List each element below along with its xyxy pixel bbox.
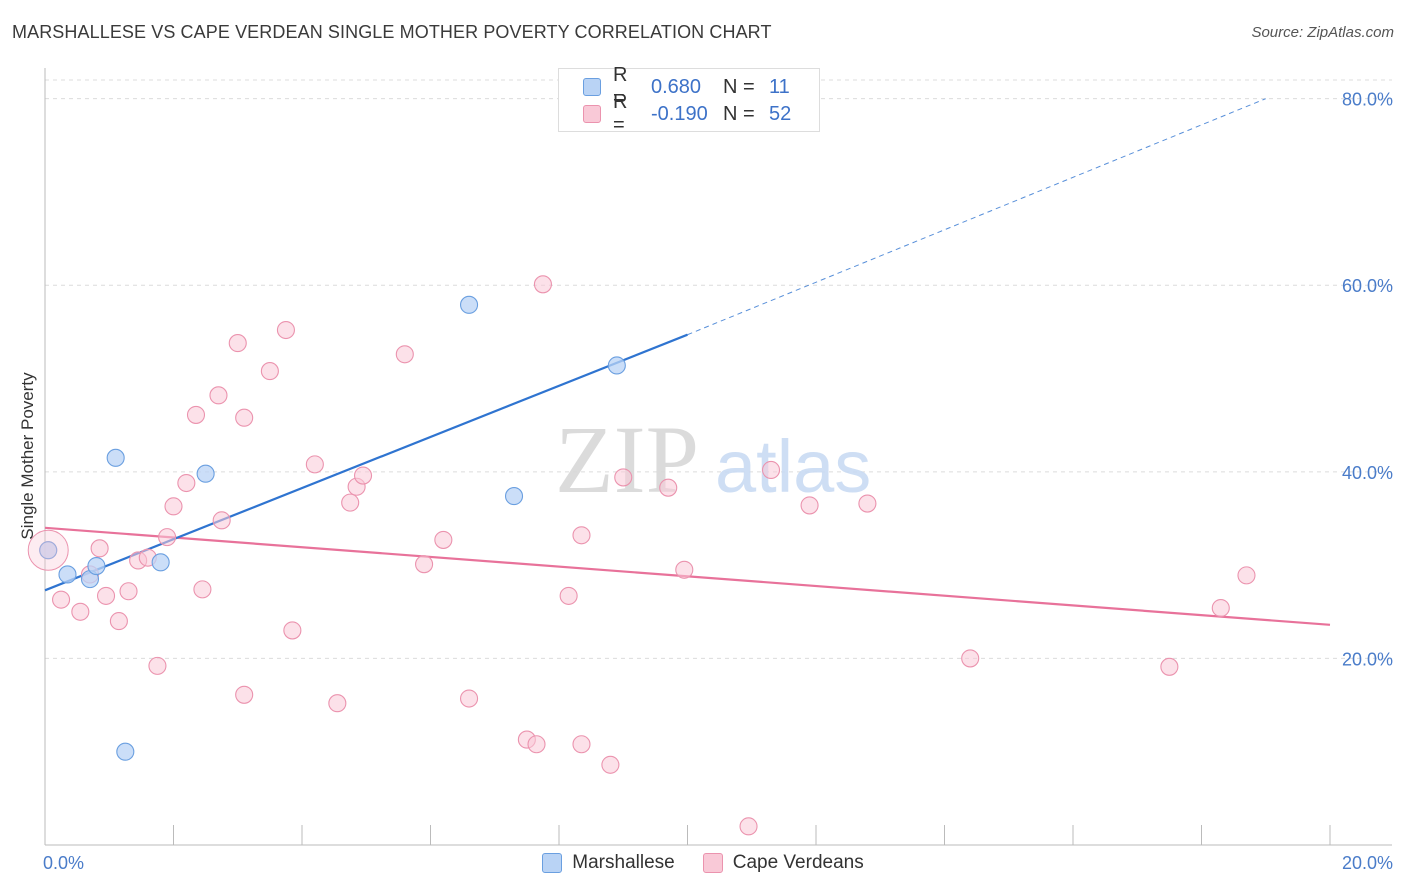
point-cape-verdeans [328, 694, 347, 713]
y-tick-label: 20.0% [1342, 649, 1393, 669]
grid-lines [45, 79, 1392, 659]
point-cape-verdeans [961, 649, 980, 668]
point-cape-verdeans [186, 405, 206, 424]
point-cape-verdeans [177, 473, 196, 493]
point-cape-verdeans [459, 689, 479, 708]
point-cape-verdeans [572, 735, 591, 754]
point-cape-verdeans [193, 580, 212, 599]
legend-swatch-marshallese [583, 78, 601, 96]
point-cape-verdeans [527, 735, 546, 754]
point-cape-verdeans [164, 497, 183, 516]
y-tick-label: 60.0% [1342, 276, 1393, 296]
correlation-legend: R = 0.680 N = 11 R = -0.190 N = 52 [558, 64, 820, 136]
y-tick-label: 40.0% [1342, 463, 1393, 483]
legend-swatch-cape-verdeans [583, 105, 601, 123]
point-marshallese [87, 557, 106, 576]
point-cape-verdeans [353, 466, 373, 485]
data-points [27, 275, 1256, 836]
point-cape-verdeans-highlight [27, 529, 69, 571]
legend-item-marshallese[interactable]: Marshallese [542, 852, 675, 874]
legend-r-value: -0.190 [651, 102, 708, 125]
point-marshallese [58, 565, 77, 584]
point-cape-verdeans [119, 582, 138, 601]
point-cape-verdeans [533, 275, 552, 294]
point-cape-verdeans [228, 334, 247, 353]
point-marshallese [459, 295, 479, 314]
point-cape-verdeans [395, 345, 414, 364]
legend-n-label: N = [723, 102, 755, 125]
point-cape-verdeans [659, 478, 678, 497]
point-cape-verdeans [276, 320, 295, 340]
point-cape-verdeans [1211, 598, 1230, 618]
x-tick-label-min: 0.0% [43, 853, 84, 873]
point-marshallese [607, 356, 626, 375]
point-cape-verdeans [148, 656, 167, 675]
point-cape-verdeans [858, 494, 877, 513]
point-cape-verdeans [305, 455, 324, 474]
point-marshallese [116, 742, 135, 761]
legend-item-cape-verdeans[interactable]: Cape Verdeans [702, 852, 864, 874]
point-marshallese [106, 448, 125, 467]
point-cape-verdeans [235, 408, 254, 427]
point-cape-verdeans [761, 460, 781, 480]
watermark-zip: ZIP [555, 406, 699, 513]
chart-title: MARSHALLESE VS CAPE VERDEAN SINGLE MOTHE… [12, 22, 772, 42]
legend-label-marshallese: Marshallese [572, 852, 675, 873]
point-cape-verdeans [415, 555, 434, 574]
watermark: ZIP atlas [555, 406, 871, 513]
point-cape-verdeans [260, 362, 279, 381]
point-cape-verdeans [434, 530, 453, 549]
legend-row-cape-verdeans: R = -0.190 N = 52 [583, 91, 792, 136]
point-cape-verdeans [96, 586, 116, 605]
point-cape-verdeans [1237, 566, 1256, 585]
trend-lines [44, 98, 1331, 626]
point-cape-verdeans [212, 511, 231, 530]
y-axis-title: Single Mother Poverty [18, 372, 37, 540]
point-marshallese [151, 553, 170, 572]
point-cape-verdeans [572, 526, 591, 545]
legend-n-label: N = [723, 75, 755, 98]
point-cape-verdeans [1160, 657, 1179, 676]
point-cape-verdeans [90, 539, 109, 558]
point-marshallese [504, 487, 524, 506]
legend-swatch-marshallese [542, 853, 563, 873]
source-label: Source: ZipAtlas.com [1251, 24, 1394, 41]
point-cape-verdeans [675, 560, 694, 579]
point-cape-verdeans [341, 493, 360, 512]
trend-line-marshallese [44, 333, 688, 592]
point-cape-verdeans [52, 590, 71, 609]
point-cape-verdeans [601, 755, 620, 774]
point-cape-verdeans [209, 386, 228, 405]
legend-row-marshallese: R = 0.680 N = 11 [583, 64, 790, 109]
legend-r-label: R = [613, 64, 628, 109]
point-cape-verdeans [614, 468, 633, 487]
point-cape-verdeans [283, 621, 302, 640]
legend-swatch-cape-verdeans [702, 853, 723, 873]
point-cape-verdeans [109, 612, 128, 631]
point-marshallese [39, 541, 58, 560]
point-cape-verdeans [71, 602, 90, 621]
axes [44, 68, 1392, 846]
watermark-atlas: atlas [715, 425, 871, 508]
point-cape-verdeans [559, 586, 578, 605]
tick-labels: 20.0% 40.0% 60.0% 80.0% 0.0% 20.0% [43, 90, 1393, 873]
trend-line-marshallese-extension [687, 98, 1266, 336]
legend-r-value: 0.680 [651, 75, 702, 98]
x-tick-label-max: 20.0% [1342, 853, 1393, 873]
legend-r-label: R = [613, 91, 628, 136]
point-cape-verdeans [800, 496, 819, 515]
legend-n-value: 52 [769, 102, 792, 125]
y-tick-label: 80.0% [1342, 90, 1393, 110]
point-cape-verdeans [739, 817, 758, 836]
point-cape-verdeans [235, 685, 254, 704]
legend-n-value: 11 [769, 75, 790, 98]
series-legend: Marshallese Cape Verdeans [0, 852, 1406, 874]
legend-label-cape-verdeans: Cape Verdeans [732, 852, 864, 873]
point-cape-verdeans [158, 528, 177, 547]
point-marshallese [196, 464, 215, 483]
